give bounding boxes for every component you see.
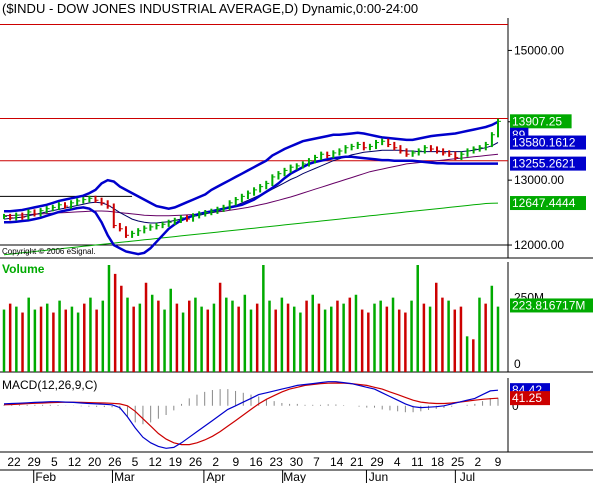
day-tick-label: 25 (451, 455, 465, 469)
macd-value-label-box (510, 391, 550, 406)
macd-value-label: 41.25 (512, 391, 542, 405)
day-tick-label: 18 (431, 455, 445, 469)
volume-label: Volume (2, 262, 45, 276)
day-tick-label: 4 (394, 455, 401, 469)
macd-line (3, 381, 499, 449)
long-ma-line (3, 153, 499, 217)
day-tick-label: 30 (290, 455, 304, 469)
day-tick-label: 29 (370, 455, 384, 469)
month-label: Jul (460, 470, 475, 483)
day-tick-label: 22 (7, 455, 21, 469)
day-tick-label: 16 (249, 455, 263, 469)
copyright-text: Copyright © 2006 eSignal. (2, 247, 96, 256)
price-panel: 15000.0013900.0013000.0012000.0013907.25… (0, 18, 593, 259)
price-value-label: 13255.2621 (512, 157, 576, 171)
price-value-label: 13907.25 (512, 114, 562, 128)
month-label: May (283, 470, 306, 483)
day-tick-label: 14 (330, 455, 344, 469)
price-value-label: 13580.1612 (512, 136, 576, 150)
day-tick-label: 26 (189, 455, 203, 469)
price-value-label-box (510, 156, 586, 171)
price-value-label-box (510, 196, 586, 211)
day-tick-label: 7 (313, 455, 320, 469)
day-tick-label: 26 (108, 455, 122, 469)
day-tick-label: 12 (148, 455, 162, 469)
month-label: Jun (369, 470, 388, 483)
short-ma-line (3, 142, 499, 224)
price-value-label-box (510, 135, 586, 150)
price-y-tick-label: 15000.00 (514, 43, 564, 57)
price-value-label-box (510, 114, 572, 129)
chart-title: ($INDU - DOW JONES INDUSTRIAL AVERAGE,D)… (2, 1, 418, 16)
day-tick-label: 12 (68, 455, 82, 469)
volume-value-label-box (510, 298, 593, 313)
price-y-tick-label: 13000.00 (514, 173, 564, 187)
trend-ma-line (3, 202, 499, 256)
month-label: Feb (35, 470, 56, 483)
month-label: Apr (207, 470, 226, 483)
macd-label: MACD(12,26,9,C) (2, 378, 97, 392)
lower-band-line (4, 155, 498, 256)
day-tick-label: 5 (132, 455, 139, 469)
day-tick-label: 29 (27, 455, 41, 469)
macd-signal-line (3, 382, 499, 446)
day-tick-label: 20 (88, 455, 102, 469)
day-tick-label: 23 (269, 455, 283, 469)
day-tick-label: 2 (474, 455, 481, 469)
month-label: Mar (114, 470, 135, 483)
day-tick-label: 19 (169, 455, 183, 469)
day-tick-label: 11 (411, 455, 424, 469)
day-tick-label: 9 (232, 455, 239, 469)
macd-y-tick-label: 0 (512, 399, 519, 413)
x-axis: 22 29 5 12 20 26 5 12 19 26 2 9 16 23 30 7 14 21 29 4 11 18 25… (0, 455, 593, 483)
day-tick-label: 21 (350, 455, 364, 469)
day-tick-label: 5 (51, 455, 58, 469)
price-value-label: 12647.4444 (512, 196, 576, 210)
day-tick-label: 9 (495, 455, 502, 469)
day-tick-label: 2 (212, 455, 219, 469)
volume-value-label: 223.816717M (512, 298, 585, 312)
volume-zero-label: 0 (514, 357, 521, 371)
upper-band-line (4, 120, 499, 213)
price-y-tick-label: 12000.00 (514, 238, 564, 252)
